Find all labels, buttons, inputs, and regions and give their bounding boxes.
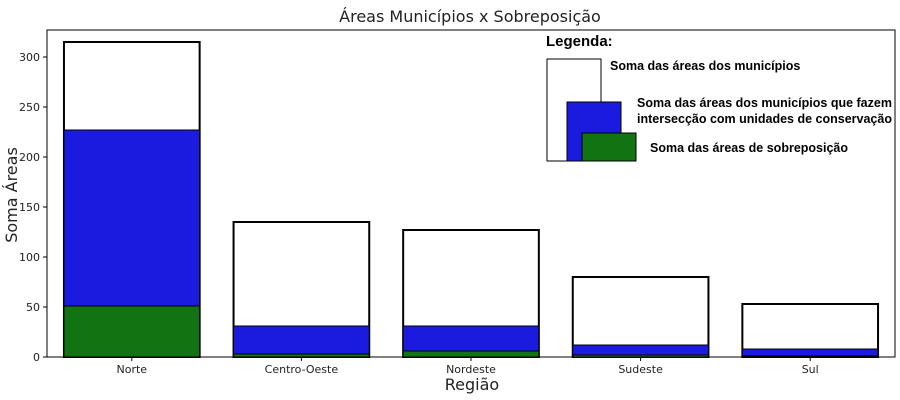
y-tick-label-5: 250 — [19, 101, 40, 114]
legend-label-municipios: Soma das áreas dos municípios — [610, 59, 800, 73]
x-tick-label-2: Nordeste — [446, 363, 496, 376]
chart-title: Áreas Municípios x Sobreposição — [339, 7, 601, 26]
x-axis-title: Região — [445, 375, 499, 394]
legend-label-interseccao-line2: intersecção com unidades de conservação — [637, 112, 892, 126]
legend-label-interseccao-line1: Soma das áreas dos municípios que fazem — [637, 96, 892, 110]
axes-group: Norte Centro-Oeste Nordeste Sudeste Sul 0 50 10… — [19, 29, 896, 376]
bar-municipios-3 — [571, 276, 710, 358]
bars-group — [62, 41, 880, 358]
legend-swatch-sobreposicao — [581, 132, 637, 162]
bar-sobreposicao-2 — [402, 350, 540, 358]
y-tick-label-4: 200 — [19, 151, 40, 164]
legend-label-sobreposicao: Soma das áreas de sobreposição — [650, 141, 848, 155]
plot-frame — [46, 29, 896, 358]
y-axis-title: Soma Áreas — [2, 147, 21, 243]
bar-interseccao-1 — [233, 325, 370, 358]
x-tick-label-1: Centro-Oeste — [265, 363, 339, 376]
y-tick-label-1: 50 — [26, 301, 40, 314]
x-tick-label-4: Sul — [802, 363, 819, 376]
x-tick-label-0: Norte — [117, 363, 148, 376]
bar-sobreposicao-0 — [63, 305, 201, 358]
legend: Legenda: Soma das áreas dos municípios S… — [546, 33, 892, 162]
y-tick-label-6: 300 — [19, 51, 40, 64]
y-tick-label-0: 0 — [33, 351, 40, 364]
y-tick-label-2: 100 — [19, 251, 40, 264]
y-tick-label-3: 150 — [19, 201, 40, 214]
legend-title: Legenda: — [546, 33, 613, 50]
x-tick-label-3: Sudeste — [618, 363, 663, 376]
